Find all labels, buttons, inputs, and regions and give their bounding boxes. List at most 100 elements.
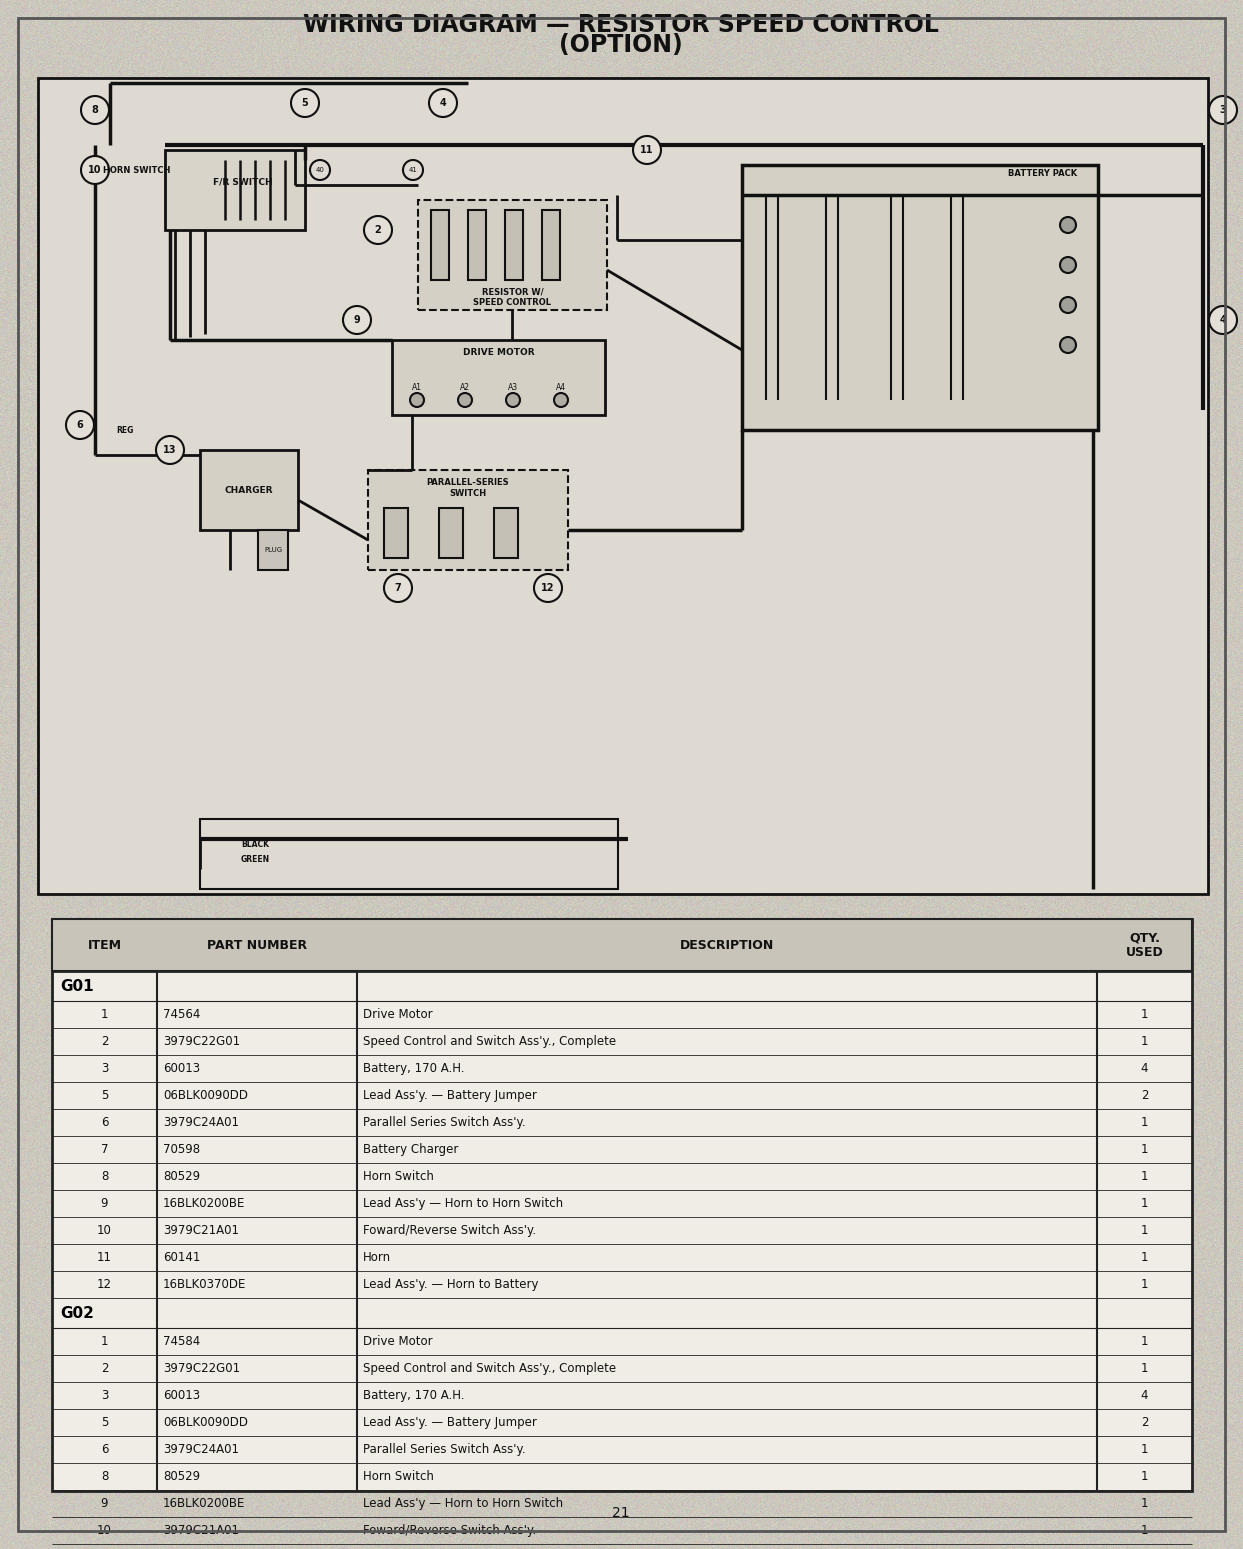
- Circle shape: [403, 160, 423, 180]
- Text: Battery, 170 A.H.: Battery, 170 A.H.: [363, 1063, 465, 1075]
- Text: Horn: Horn: [363, 1252, 392, 1264]
- Text: Foward/Reverse Switch Ass'y.: Foward/Reverse Switch Ass'y.: [363, 1524, 536, 1537]
- Circle shape: [534, 575, 562, 603]
- Text: A4: A4: [556, 383, 566, 392]
- Text: Speed Control and Switch Ass'y., Complete: Speed Control and Switch Ass'y., Complet…: [363, 1362, 617, 1376]
- Text: Battery, 170 A.H.: Battery, 170 A.H.: [363, 1389, 465, 1402]
- Text: 3979C22G01: 3979C22G01: [163, 1035, 240, 1049]
- Text: 4: 4: [1141, 1389, 1149, 1402]
- Text: 60013: 60013: [163, 1063, 200, 1075]
- Text: PLUG: PLUG: [264, 547, 282, 553]
- Text: 7: 7: [394, 582, 401, 593]
- Bar: [259, 530, 288, 570]
- Text: HORN SWITCH: HORN SWITCH: [103, 166, 170, 175]
- Text: (OPTION): (OPTION): [559, 33, 682, 57]
- Text: 06BLK0090DD: 06BLK0090DD: [163, 1089, 249, 1101]
- Text: Lead Ass'y — Horn to Horn Switch: Lead Ass'y — Horn to Horn Switch: [363, 1496, 563, 1510]
- Text: Parallel Series Switch Ass'y.: Parallel Series Switch Ass'y.: [363, 1444, 526, 1456]
- Circle shape: [310, 160, 329, 180]
- Circle shape: [506, 393, 520, 407]
- Bar: [469, 211, 486, 280]
- Text: 1: 1: [1141, 1169, 1149, 1183]
- Text: 8: 8: [92, 105, 98, 115]
- Text: 2: 2: [101, 1362, 108, 1376]
- Text: A1: A1: [411, 383, 423, 392]
- Text: 2: 2: [1141, 1089, 1149, 1101]
- Text: 74564: 74564: [163, 1008, 200, 1021]
- Text: 80529: 80529: [163, 1169, 200, 1183]
- Text: CHARGER: CHARGER: [225, 485, 273, 494]
- Text: 4: 4: [1219, 314, 1227, 325]
- Text: QTY.
USED: QTY. USED: [1126, 931, 1163, 959]
- Text: 1: 1: [1141, 1115, 1149, 1129]
- Text: 1: 1: [1141, 1252, 1149, 1264]
- Circle shape: [157, 435, 184, 465]
- Circle shape: [81, 156, 109, 184]
- Text: 8: 8: [101, 1169, 108, 1183]
- Circle shape: [384, 575, 411, 603]
- Text: 1: 1: [101, 1335, 108, 1348]
- Text: 1: 1: [1141, 1008, 1149, 1021]
- Bar: [165, 150, 305, 229]
- Text: PART NUMBER: PART NUMBER: [206, 939, 307, 951]
- Text: 4: 4: [440, 98, 446, 108]
- Text: WIRING DIAGRAM — RESISTOR SPEED CONTROL: WIRING DIAGRAM — RESISTOR SPEED CONTROL: [303, 12, 938, 37]
- Circle shape: [1060, 257, 1076, 273]
- Circle shape: [457, 393, 472, 407]
- Text: 1: 1: [1141, 1335, 1149, 1348]
- Text: 1: 1: [1141, 1197, 1149, 1210]
- Text: 41: 41: [409, 167, 418, 173]
- Text: 40: 40: [316, 167, 324, 173]
- Text: 21: 21: [613, 1506, 630, 1520]
- Text: 60013: 60013: [163, 1389, 200, 1402]
- Text: Lead Ass'y. — Horn to Battery: Lead Ass'y. — Horn to Battery: [363, 1278, 538, 1290]
- Text: 10: 10: [88, 166, 102, 175]
- Circle shape: [1060, 338, 1076, 353]
- Text: 3979C21A01: 3979C21A01: [163, 1224, 239, 1238]
- Circle shape: [1209, 307, 1237, 335]
- Circle shape: [410, 393, 424, 407]
- Text: Speed Control and Switch Ass'y., Complete: Speed Control and Switch Ass'y., Complet…: [363, 1035, 617, 1049]
- Text: 10: 10: [97, 1224, 112, 1238]
- Bar: [542, 211, 561, 280]
- Text: 5: 5: [101, 1416, 108, 1430]
- Text: 9: 9: [353, 314, 360, 325]
- Bar: [368, 469, 568, 570]
- Circle shape: [343, 307, 370, 335]
- Text: 9: 9: [101, 1496, 108, 1510]
- Text: 6: 6: [77, 420, 83, 431]
- Text: 3979C21A01: 3979C21A01: [163, 1524, 239, 1537]
- Text: 8: 8: [101, 1470, 108, 1482]
- Text: 2: 2: [1141, 1416, 1149, 1430]
- Text: 10: 10: [97, 1524, 112, 1537]
- Text: 1: 1: [1141, 1524, 1149, 1537]
- Text: 06BLK0090DD: 06BLK0090DD: [163, 1416, 249, 1430]
- Text: 16BLK0200BE: 16BLK0200BE: [163, 1197, 245, 1210]
- Text: GREEN: GREEN: [240, 855, 270, 863]
- Text: 11: 11: [97, 1252, 112, 1264]
- Bar: [52, 919, 1192, 971]
- Text: PARALLEL-SERIES: PARALLEL-SERIES: [426, 477, 510, 486]
- Circle shape: [1209, 96, 1237, 124]
- Text: DRIVE MOTOR: DRIVE MOTOR: [462, 347, 534, 356]
- Circle shape: [364, 215, 392, 245]
- Circle shape: [81, 96, 109, 124]
- Text: 3979C24A01: 3979C24A01: [163, 1115, 239, 1129]
- Text: 9: 9: [101, 1197, 108, 1210]
- Bar: [200, 451, 298, 530]
- Text: 16BLK0370DE: 16BLK0370DE: [163, 1278, 246, 1290]
- Text: 4: 4: [1141, 1063, 1149, 1075]
- Text: 3979C22G01: 3979C22G01: [163, 1362, 240, 1376]
- Circle shape: [66, 410, 94, 438]
- Text: DESCRIPTION: DESCRIPTION: [680, 939, 774, 951]
- Circle shape: [429, 88, 457, 118]
- Text: 60141: 60141: [163, 1252, 200, 1264]
- Text: 2: 2: [374, 225, 382, 235]
- Text: 6: 6: [101, 1444, 108, 1456]
- Text: Horn Switch: Horn Switch: [363, 1470, 434, 1482]
- Circle shape: [1060, 297, 1076, 313]
- Text: Parallel Series Switch Ass'y.: Parallel Series Switch Ass'y.: [363, 1115, 526, 1129]
- Text: 11: 11: [640, 146, 654, 155]
- Bar: [742, 166, 1098, 431]
- Bar: [493, 508, 518, 558]
